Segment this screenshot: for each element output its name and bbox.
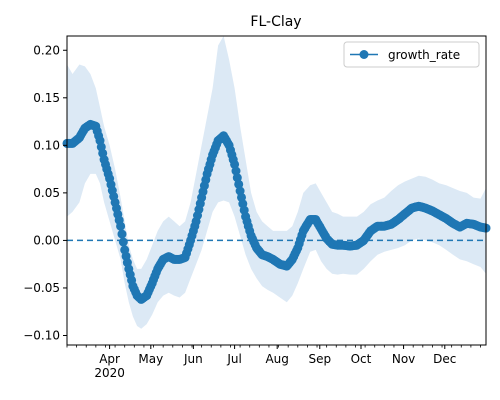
y-tick-label: −0.10	[23, 328, 60, 342]
y-tick-label: 0.05	[33, 186, 60, 200]
data-point	[117, 229, 127, 239]
legend: growth_rate	[343, 41, 480, 68]
x-tick-label: Jul	[226, 352, 241, 366]
legend-box	[343, 41, 480, 68]
data-point	[234, 179, 244, 189]
x-tick-label: Dec	[433, 352, 456, 366]
y-tick-label: 0.00	[33, 233, 60, 247]
chart-title: FL-Clay	[250, 14, 301, 30]
x-tick-label: Aug	[265, 352, 288, 366]
y-tick-label: 0.20	[33, 43, 60, 57]
x-tick-label: Sep	[308, 352, 331, 366]
y-tick-label: 0.15	[33, 91, 60, 105]
y-tick-label: −0.05	[23, 281, 60, 295]
data-point	[118, 237, 128, 247]
data-point	[116, 221, 126, 231]
series-markers-growth-rate	[62, 119, 491, 304]
y-tick-label: 0.10	[33, 138, 60, 152]
x-tick-label: Apr	[99, 352, 120, 366]
x-tick-label: May	[138, 352, 163, 366]
legend-label: growth_rate	[388, 48, 460, 62]
x-tick-year-label: 2020	[94, 366, 125, 380]
x-tick-label: Oct	[351, 352, 372, 366]
x-tick-label: Nov	[392, 352, 415, 366]
x-tick-label: Jun	[183, 352, 203, 366]
axes-frame	[66, 35, 487, 346]
legend-marker-sample	[359, 50, 369, 59]
data-point	[231, 166, 241, 176]
